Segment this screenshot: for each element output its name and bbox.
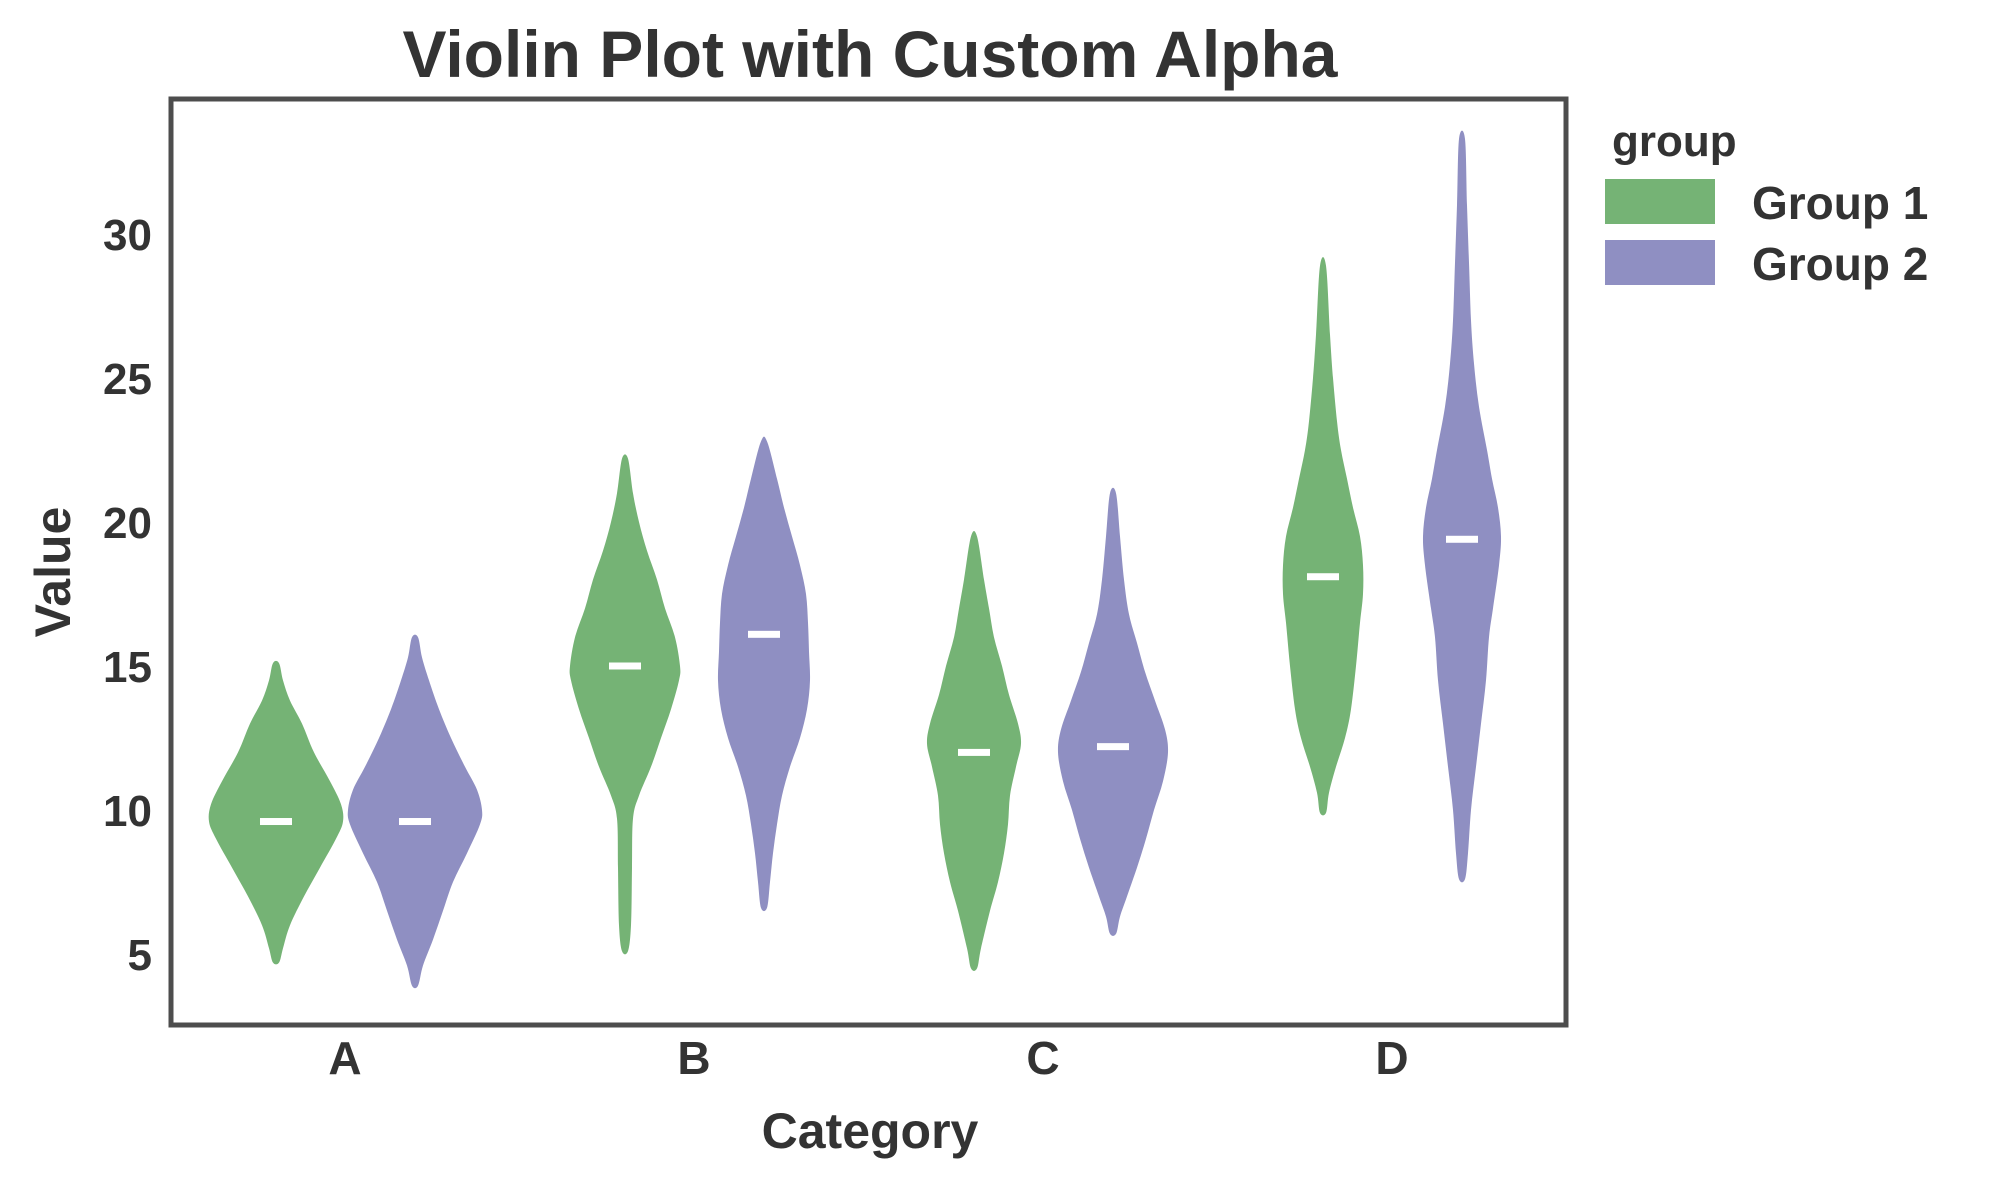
chart-title: Violin Plot with Custom Alpha xyxy=(403,17,1339,91)
violin-group-1-a xyxy=(208,660,344,965)
plot-frame xyxy=(168,96,1569,1028)
violin-group-1-b xyxy=(569,454,681,955)
y-tick-label: 20 xyxy=(103,499,152,548)
legend-title: group xyxy=(1612,117,1737,166)
violin-group-2-c xyxy=(1057,487,1169,936)
legend-label-group-2: Group 2 xyxy=(1752,238,1928,290)
median-marker xyxy=(260,818,292,826)
y-tick-label: 5 xyxy=(128,931,152,980)
x-tick-label: B xyxy=(677,1032,710,1084)
violin-group-2-b xyxy=(717,436,811,912)
x-tick-label: A xyxy=(328,1032,361,1084)
median-marker xyxy=(1097,743,1129,751)
median-marker xyxy=(958,748,990,756)
y-axis-label: Value xyxy=(25,507,81,638)
x-axis-label: Category xyxy=(762,1103,979,1159)
x-tick-label: D xyxy=(1375,1032,1408,1084)
y-tick-label: 10 xyxy=(103,787,152,836)
median-marker xyxy=(748,630,780,638)
y-tick-label: 15 xyxy=(103,643,152,692)
legend-swatch-group-2 xyxy=(1605,240,1715,285)
x-tick-label: C xyxy=(1026,1032,1059,1084)
violin-group-2-a xyxy=(347,634,483,989)
median-marker xyxy=(1446,535,1478,543)
median-marker xyxy=(609,662,641,670)
x-axis-ticks: A B C D xyxy=(328,1032,1408,1084)
legend-swatch-group-1 xyxy=(1605,179,1715,224)
y-tick-label: 25 xyxy=(103,355,152,404)
median-marker xyxy=(1307,573,1339,581)
median-marker xyxy=(399,818,431,826)
violin-group-2-d xyxy=(1422,130,1502,883)
y-axis-ticks: 5 10 15 20 25 30 xyxy=(103,211,152,980)
violins-layer xyxy=(208,130,1502,989)
legend-label-group-1: Group 1 xyxy=(1752,177,1928,229)
legend: group Group 1 Group 2 xyxy=(1605,117,1928,290)
y-tick-label: 30 xyxy=(103,211,152,260)
violin-group-1-d xyxy=(1282,257,1364,816)
